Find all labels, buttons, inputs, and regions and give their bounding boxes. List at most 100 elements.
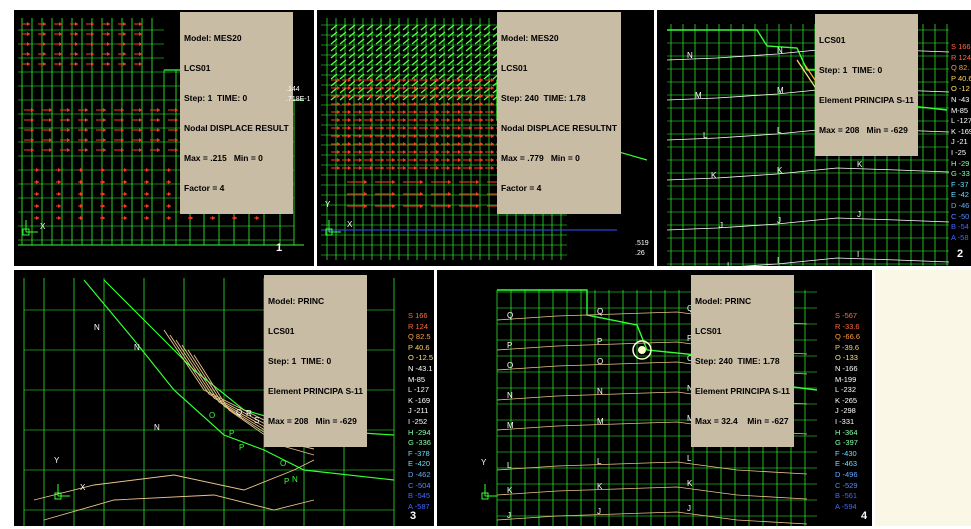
mesh-line [456,94,464,101]
displacement-arrow [370,126,373,130]
contour-label: L [703,131,708,140]
displacement-arrow [381,150,384,154]
displacement-arrow [359,142,362,146]
displacement-arrow [458,158,461,162]
mesh-line [447,45,455,52]
displacement-arrow [480,166,483,170]
displacement-arrow [381,142,384,146]
displacement-arrow [436,94,439,98]
mesh-line [366,24,374,31]
mesh-line [348,24,356,31]
mesh-line [357,31,365,38]
displacement-arrow [27,22,30,26]
contour-label: P [507,341,512,350]
mesh-line [330,80,338,87]
info-line: LCS01 [695,326,722,336]
displacement-arrow [49,148,52,152]
legend-entry: L -232 [835,385,856,395]
contour-label: K [597,482,603,491]
mesh-line [447,80,455,87]
panel-number: 3 [410,510,417,522]
contour-label: O [209,411,215,420]
mesh-line [393,45,401,52]
displacement-arrow [491,110,494,114]
displacement-arrow [403,150,406,154]
legend-entry: P 40.6 [951,73,971,83]
displacement-arrow [392,192,395,196]
mesh-line [375,66,383,73]
displacement-arrow [348,166,351,170]
mesh-line [447,87,455,94]
mesh-line [465,24,473,31]
displacement-arrow [414,142,417,146]
mesh-line [438,52,446,59]
displacement-arrow [58,216,61,220]
displacement-arrow [370,110,373,114]
contour-plot: NNNMMMLLLKKKJJJIII [666,24,950,266]
mesh-line [402,31,410,38]
mesh-line [483,31,491,38]
displacement-arrow [403,102,406,106]
legend-entry: R -33.6 [835,321,860,331]
mesh-line [474,24,482,31]
displacement-arrow [107,42,110,46]
displacement-arrow [476,180,479,184]
mesh-line [402,24,410,31]
displacement-arrow [425,158,428,162]
displacement-arrow [91,32,94,36]
mesh-line [357,80,365,87]
mesh-line [411,38,419,45]
displacement-arrow [425,78,428,82]
legend-entry: N -43 [951,94,970,104]
mesh-line [456,38,464,45]
mesh-line [384,59,392,66]
displacement-arrow [448,192,451,196]
viewport-panel-2[interactable]: Model: MES20 LCS01 Step: 240 TIME: 1.78 … [317,10,654,266]
displacement-arrow [469,78,472,82]
contour-label: J [597,507,601,516]
legend-entry: A -594 [835,501,857,511]
displacement-arrow [403,86,406,90]
displacement-arrow [469,150,472,154]
mesh-line [339,73,347,80]
info-line: Element PRINCIPA S-11 [268,386,363,396]
legend-entry: E -420 [408,459,431,469]
displacement-arrow [480,94,483,98]
displacement-arrow [168,216,171,220]
legend-entry: J -298 [835,406,856,416]
displacement-arrow [458,102,461,106]
displacement-arrow [168,192,171,196]
viewport-panel-1[interactable]: Model: MES20 LCS01 Step: 1 TIME: 0 Nodal… [14,10,314,266]
displacement-arrow [91,42,94,46]
contour-line [193,354,315,456]
mesh-line [420,66,428,73]
mesh-line [357,52,365,59]
displacement-arrow [67,138,70,142]
mesh-line [375,45,383,52]
displacement-arrow [359,78,362,82]
info-line: Factor = 4 [501,183,542,193]
mesh-line [456,80,464,87]
displacement-arrow [491,142,494,146]
displacement-arrow [480,78,483,82]
mesh-line [474,52,482,59]
displacement-arrow [27,32,30,36]
mesh-line [456,24,464,31]
mesh-line [456,87,464,94]
displacement-arrow [348,150,351,154]
legend-entry: R 124 [408,321,429,331]
viewport-panel-5[interactable]: Q Q Q P P P O O O N N N M M M L L L K K K J J J Model: PRINC LC… [437,270,872,526]
mesh-line [429,38,437,45]
viewport-panel-3[interactable]: NNNMMMLLLKKKJJJIII LCS01 Step: 1 TIME: 0… [657,10,971,266]
mesh-line [384,45,392,52]
contour-label: I [777,256,779,265]
contour-label: N [134,343,140,352]
displacement-arrow [458,118,461,122]
contour-label: N [507,391,513,400]
mesh-line [474,31,482,38]
displacement-arrow [476,192,479,196]
displacement-arrow [124,216,127,220]
displacement-arrow [447,126,450,130]
displacement-arrow [458,110,461,114]
